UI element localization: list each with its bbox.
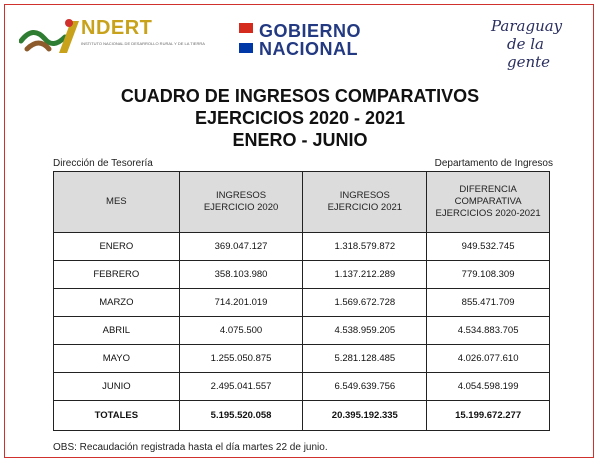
amount-cell: 1.569.672.728 [302, 288, 428, 317]
table-row: JUNIO 2.495.041.557 6.549.639.756 4.054.598… [53, 372, 550, 401]
amount-cell: 358.103.980 [178, 260, 304, 289]
gobierno-line2: NACIONAL [259, 39, 358, 59]
amount-cell: 4.075.500 [178, 316, 304, 345]
total-amount-cell: 5.195.520.058 [178, 400, 304, 431]
column-header: DIFERENCIA COMPARATIVA EJERCICIOS 2020-202… [426, 171, 550, 233]
amount-cell: 1.137.212.289 [302, 260, 428, 289]
indert-emblem-icon [18, 19, 79, 53]
column-header-line: INGRESOS [215, 190, 267, 201]
paraguay-line1: Paraguay [491, 17, 563, 35]
column-header-line: INGRESOS [339, 190, 390, 201]
month-cell: MAYO [53, 344, 180, 373]
amount-cell: 4.534.883.705 [426, 316, 550, 345]
month-cell: MARZO [53, 288, 180, 317]
table-row: ENERO 369.047.127 1.318.579.872 949.532.745 [53, 232, 550, 261]
amount-cell: 1.255.050.875 [178, 344, 304, 373]
column-header-line: MES [106, 196, 127, 207]
income-table: MES INGRESOS EJERCICIO 2020 INGRESOS EJERCIC… [53, 171, 550, 431]
month-cell: FEBRERO [53, 260, 180, 289]
subheader-right: Departamento de Ingresos [434, 158, 553, 169]
amount-cell: 5.281.128.485 [302, 344, 428, 373]
column-header: INGRESOS EJERCICIO 2020 [178, 171, 304, 233]
column-header: INGRESOS EJERCICIO 2021 [302, 171, 428, 233]
title-line2: EJERCICIOS 2020 - 2021 [194, 108, 406, 128]
gobierno-line1: GOBIERNO [259, 21, 362, 41]
amount-cell: 369.047.127 [178, 232, 304, 261]
indert-logo: NDERT INSTITUTO NACIONAL DE DESARROLLO R… [18, 15, 205, 59]
total-amount-cell: 20.395.192.335 [302, 400, 428, 431]
table-row: MAYO 1.255.050.875 5.281.128.485 4.026.077.… [53, 344, 550, 373]
amount-cell: 855.471.709 [426, 288, 550, 317]
month-cell: ABRIL [53, 316, 180, 345]
indert-wordmark: NDERT [81, 17, 153, 39]
column-header-line: DIFERENCIA [459, 184, 517, 195]
gobierno-nacional-logo: GOBIERNO NACIONAL [239, 19, 389, 59]
observation-note: OBS: Recaudación registrada hasta el día… [53, 442, 328, 453]
subheader-left: Dirección de Tesorería [53, 158, 153, 169]
amount-cell: 779.108.309 [426, 260, 550, 289]
column-header-line: EJERCICIO 2021 [327, 202, 403, 213]
column-header: MES [53, 171, 180, 233]
amount-cell: 2.495.041.557 [178, 372, 304, 401]
month-cell: JUNIO [53, 372, 180, 401]
title-line3: ENERO - JUNIO [232, 130, 368, 150]
title-line1: CUADRO DE INGRESOS COMPARATIVOS [120, 86, 480, 106]
paraguay-logo: Paraguay de la gente [477, 17, 587, 71]
table-row: MARZO 714.201.019 1.569.672.728 855.471.709 [53, 288, 550, 317]
column-header-line: COMPARATIVA [454, 196, 522, 207]
table-header-row: MES INGRESOS EJERCICIO 2020 INGRESOS EJERCIC… [53, 171, 550, 233]
paraguay-line2: de la gente [507, 35, 551, 71]
table-row: ABRIL 4.075.500 4.538.959.205 4.534.883.705 [53, 316, 550, 345]
amount-cell: 714.201.019 [178, 288, 304, 317]
amount-cell: 949.532.745 [426, 232, 550, 261]
amount-cell: 4.054.598.199 [426, 372, 550, 401]
column-header-line: EJERCICIO 2020 [203, 202, 279, 213]
amount-cell: 4.538.959.205 [302, 316, 428, 345]
flag-icon [239, 23, 253, 53]
amount-cell: 6.549.639.756 [302, 372, 428, 401]
column-header-line: EJERCICIOS 2020-2021 [435, 208, 541, 219]
total-amount-cell: 15.199.672.277 [426, 400, 550, 431]
amount-cell: 1.318.579.872 [302, 232, 428, 261]
table-row: FEBRERO 358.103.980 1.137.212.289 779.108.3… [53, 260, 550, 289]
document-title: CUADRO DE INGRESOS COMPARATIVOS EJERCICI… [5, 85, 595, 151]
amount-cell: 4.026.077.610 [426, 344, 550, 373]
document-frame: NDERT INSTITUTO NACIONAL DE DESARROLLO R… [4, 4, 594, 458]
totals-label: TOTALES [53, 400, 180, 431]
totals-row: TOTALES 5.195.520.058 20.395.192.335 15.199… [53, 400, 550, 431]
indert-subtitle: INSTITUTO NACIONAL DE DESARROLLO RURAL Y… [81, 41, 205, 46]
month-cell: ENERO [53, 232, 180, 261]
